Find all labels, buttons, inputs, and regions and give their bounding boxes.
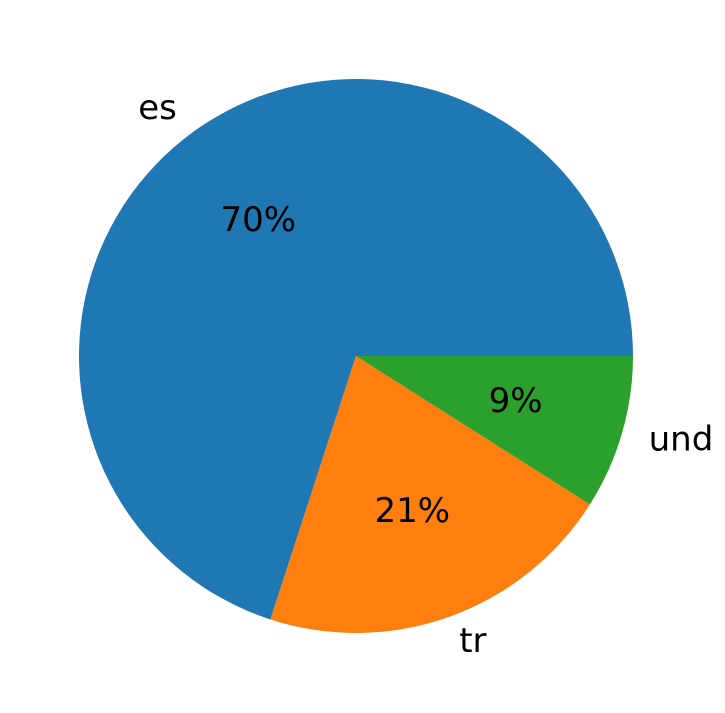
value-label: 21% [375,491,451,531]
pie-slice [356,356,633,505]
pie-slice [78,78,633,620]
value-label: 70% [221,200,297,240]
slice-label: tr [459,621,486,661]
slice-label: und [649,420,714,460]
value-label: 9% [489,381,543,421]
pie-slice [270,356,590,633]
slice-label: es [138,88,177,128]
